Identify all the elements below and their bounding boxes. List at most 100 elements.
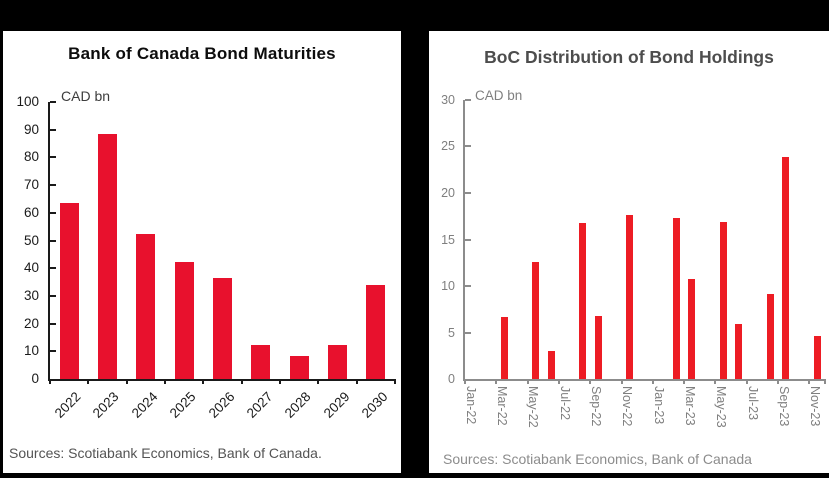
x-tick-mark — [240, 379, 243, 384]
y-tick-label: 0 — [448, 372, 455, 386]
y-tick-mark — [465, 99, 471, 101]
y-tick-mark — [50, 184, 56, 187]
bar-Nov-23 — [813, 336, 821, 379]
y-tick-label: 10 — [441, 278, 455, 293]
bar-Sep-23 — [782, 156, 790, 379]
panel-divider — [401, 31, 429, 473]
bar-May-22 — [531, 261, 539, 379]
top-black-band — [0, 0, 829, 31]
x-tick-label: May-22 — [526, 386, 541, 428]
bar-2027 — [251, 344, 271, 379]
x-tick-label: May-23 — [714, 386, 729, 428]
x-tick-mark — [589, 379, 592, 384]
y-tick-mark — [50, 350, 56, 353]
plot-area — [463, 99, 826, 384]
chart-panel-bond-maturities: Bank of Canada Bond Maturities CAD bn 0 1… — [3, 31, 401, 473]
y-tick-mark — [465, 284, 471, 287]
y-tick-label: 80 — [23, 149, 39, 165]
x-tick-mark — [394, 379, 396, 384]
bottom-black-rule — [0, 473, 829, 478]
left-black-edge — [0, 31, 3, 473]
bar-Mar-23 — [688, 278, 696, 379]
bar-2030 — [366, 284, 386, 379]
y-tick-mark — [50, 211, 56, 214]
y-tick-label: 30 — [23, 287, 39, 303]
y-tick-mark — [50, 156, 56, 159]
x-tick-label: Jan-23 — [651, 386, 666, 425]
x-axis-labels: 2022 2023 2024 2025 2026 2027 2028 2029 2030 — [48, 381, 393, 443]
bar-Sep-22 — [594, 315, 602, 379]
x-tick-label: Jul-22 — [557, 386, 572, 421]
bar-Aug-22 — [578, 222, 586, 379]
bar-Feb-23 — [672, 218, 680, 379]
bar-Jun-23 — [735, 324, 743, 379]
y-tick-mark — [50, 101, 56, 103]
x-tick-mark — [745, 379, 748, 384]
bar-May-23 — [719, 221, 727, 379]
x-tick-mark — [125, 379, 128, 384]
x-tick-mark — [87, 379, 90, 384]
x-tick-label: Jan-22 — [463, 386, 478, 425]
y-tick-label: 15 — [441, 232, 455, 247]
y-tick-mark — [465, 331, 471, 334]
y-tick-mark — [465, 238, 471, 241]
y-tick-label: 50 — [23, 232, 39, 248]
y-tick-label: 5 — [448, 325, 455, 340]
y-tick-label: 100 — [16, 94, 39, 109]
y-tick-label: 25 — [441, 139, 455, 154]
x-tick-mark — [49, 379, 51, 384]
bar-Mar-22 — [500, 316, 508, 379]
y-tick-mark — [50, 294, 56, 297]
unit-label: CAD bn — [61, 88, 111, 104]
x-axis-labels: Jan-22 Mar-22 May-22 Jul-22 Sep-22 Nov-22 Jan-… — [463, 384, 823, 459]
x-tick-label: Nov-22 — [620, 386, 635, 427]
x-tick-mark — [651, 379, 654, 384]
source-note: Sources: Scotiabank Economics, Bank of C… — [9, 445, 322, 461]
y-tick-label: 70 — [23, 177, 39, 193]
y-tick-label: 20 — [441, 185, 455, 200]
x-tick-label: Sep-22 — [589, 386, 604, 427]
bar-2025 — [174, 261, 194, 379]
x-tick-mark — [163, 379, 166, 384]
x-tick-mark — [355, 379, 358, 384]
plot-area — [48, 101, 396, 384]
y-tick-label: 40 — [23, 260, 39, 276]
x-tick-mark — [620, 379, 623, 384]
x-tick-mark — [202, 379, 205, 384]
y-tick-mark — [50, 267, 56, 270]
chart-panel-bond-holdings: BoC Distribution of Bond Holdings CAD bn… — [429, 31, 829, 473]
bar-2029 — [328, 344, 347, 379]
x-tick-mark — [278, 379, 281, 384]
source-note: Sources: Scotiabank Economics, Bank of C… — [443, 451, 752, 467]
y-tick-label: 0 — [31, 371, 39, 386]
y-tick-mark — [465, 191, 471, 194]
x-tick-mark — [526, 379, 529, 384]
x-tick-mark — [777, 379, 780, 384]
bar-Nov-22 — [625, 215, 633, 379]
x-tick-mark — [464, 379, 466, 384]
unit-label: CAD bn — [475, 88, 523, 103]
x-tick-mark — [808, 379, 811, 384]
bar-Aug-23 — [766, 294, 774, 379]
bar-2026 — [213, 277, 232, 379]
x-tick-label: Mar-23 — [682, 386, 697, 426]
bar-2024 — [136, 234, 156, 379]
y-axis-labels: 0 10 20 30 40 50 60 70 80 90 100 — [3, 94, 39, 386]
x-tick-label: Nov-23 — [808, 386, 823, 427]
y-tick-mark — [50, 322, 56, 325]
bar-Jun-22 — [547, 351, 555, 379]
y-tick-mark — [465, 145, 471, 148]
y-tick-mark — [50, 128, 56, 131]
x-tick-mark — [317, 379, 320, 384]
x-tick-label: Sep-23 — [776, 386, 791, 427]
y-tick-label: 10 — [23, 343, 39, 359]
y-tick-label: 90 — [23, 121, 39, 137]
x-tick-label: Jul-23 — [745, 386, 760, 421]
chart-title: Bank of Canada Bond Maturities — [68, 44, 336, 63]
y-tick-label: 20 — [23, 315, 39, 331]
x-tick-mark — [495, 379, 498, 384]
y-tick-mark — [50, 239, 56, 242]
x-tick-mark — [824, 379, 826, 384]
x-tick-mark — [714, 379, 717, 384]
